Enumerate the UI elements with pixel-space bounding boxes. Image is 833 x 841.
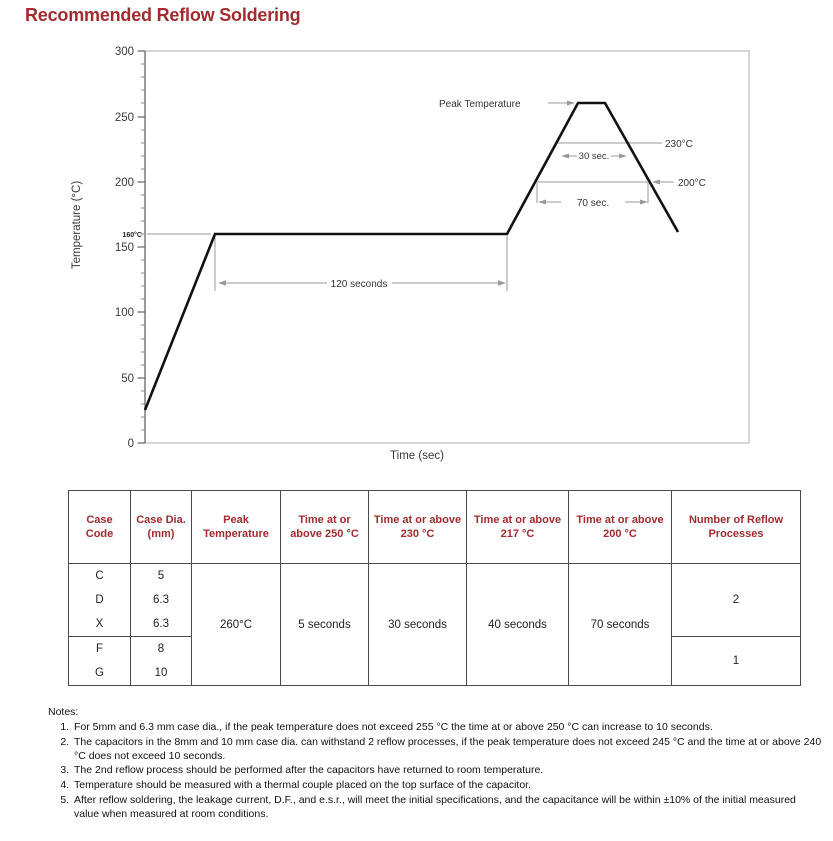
y-tick-50: 50 (121, 373, 134, 385)
dimension-arrowheads (218, 100, 660, 286)
case-code-cell: F (68, 636, 131, 661)
notes-label: Notes: (48, 706, 79, 718)
peak-temp-cell: 260°C (191, 563, 281, 686)
time-250-cell: 5 seconds (280, 563, 369, 686)
time-230-cell: 30 seconds (368, 563, 467, 686)
y-tick-250: 250 (115, 112, 134, 124)
note-item-2: The capacitors in the 8mm and 10 mm case… (72, 736, 823, 764)
table-row: C 5 260°C 5 seconds 30 seconds 40 second… (68, 563, 801, 686)
col-header-case-dia: Case Dia. (mm) (130, 490, 192, 564)
case-dia-cell: 8 (130, 636, 192, 661)
preheat-temp-label: 160°C (122, 231, 142, 239)
reflow-spec-table: Case Code Case Dia. (mm) Peak Temperatur… (68, 490, 801, 686)
col-header-time-230: Time at or above 230 °C (368, 490, 467, 564)
dimension-lines (147, 102, 674, 291)
col-header-time-217: Time at or above 217 °C (466, 490, 569, 564)
temp-200-label: 200°C (678, 178, 706, 189)
reflow-count-fg-cell: 1 (671, 636, 801, 686)
time-200-cell: 70 seconds (568, 563, 672, 686)
note-item-3: The 2nd reflow process should be perform… (72, 764, 823, 778)
case-dia-cell: 5 (130, 563, 192, 588)
table-row: D 6.3 (68, 588, 801, 612)
case-code-cell: G (68, 661, 131, 686)
table-row: F 8 1 (68, 636, 801, 686)
table-row: G 10 (68, 661, 801, 686)
notes-list: For 5mm and 6.3 mm case dia., if the pea… (48, 721, 823, 822)
temp-230-label: 230°C (665, 139, 693, 150)
y-axis-major-ticks (137, 50, 145, 444)
col-header-time-200: Time at or above 200 °C (568, 490, 672, 564)
sec70-label: 70 sec. (577, 198, 609, 209)
y-tick-300: 300 (115, 46, 134, 58)
sec30-label: 30 sec. (579, 151, 610, 162)
y-axis-title: Temperature (°C) (71, 181, 83, 269)
col-header-time-250: Time at or above 250 °C (280, 490, 369, 564)
y-tick-150: 150 (115, 242, 134, 254)
y-tick-200: 200 (115, 177, 134, 189)
time-217-cell: 40 seconds (466, 563, 569, 686)
table-row: X 6.3 (68, 612, 801, 637)
col-header-peak-temp: Peak Temperature (191, 490, 281, 564)
col-header-case-code: Case Code (68, 490, 131, 564)
note-item-5: After reflow soldering, the leakage curr… (72, 794, 823, 822)
reflow-profile-line (143, 101, 680, 411)
note-item-1: For 5mm and 6.3 mm case dia., if the pea… (72, 721, 823, 735)
case-dia-cell: 6.3 (130, 588, 192, 612)
case-code-cell: D (68, 588, 131, 612)
note-item-4: Temperature should be measured with a th… (72, 779, 823, 793)
table-header-row: Case Code Case Dia. (mm) Peak Temperatur… (68, 490, 801, 564)
reflow-count-cdx-cell: 2 (671, 563, 801, 637)
y-tick-100: 100 (115, 307, 134, 319)
col-header-reflow-count: Number of Reflow Processes (671, 490, 801, 564)
case-dia-cell: 6.3 (130, 612, 192, 637)
case-code-cell: C (68, 563, 131, 588)
case-code-cell: X (68, 612, 131, 637)
peak-temperature-label: Peak Temperature (439, 99, 521, 110)
y-tick-0: 0 (128, 438, 134, 450)
y-axis-minor-ticks (141, 63, 145, 431)
sec120-label: 120 seconds (331, 279, 388, 290)
case-dia-cell: 10 (130, 661, 192, 686)
notes-section: Notes: For 5mm and 6.3 mm case dia., if … (48, 706, 823, 823)
x-axis-title: Time (sec) (390, 450, 444, 462)
page-title: Recommended Reflow Soldering (25, 5, 301, 25)
reflow-chart-svg: 0 50 100 150 200 250 300 160°C Temperatu… (71, 46, 750, 462)
reflow-profile-chart: 0 50 100 150 200 250 300 160°C Temperatu… (71, 46, 750, 462)
